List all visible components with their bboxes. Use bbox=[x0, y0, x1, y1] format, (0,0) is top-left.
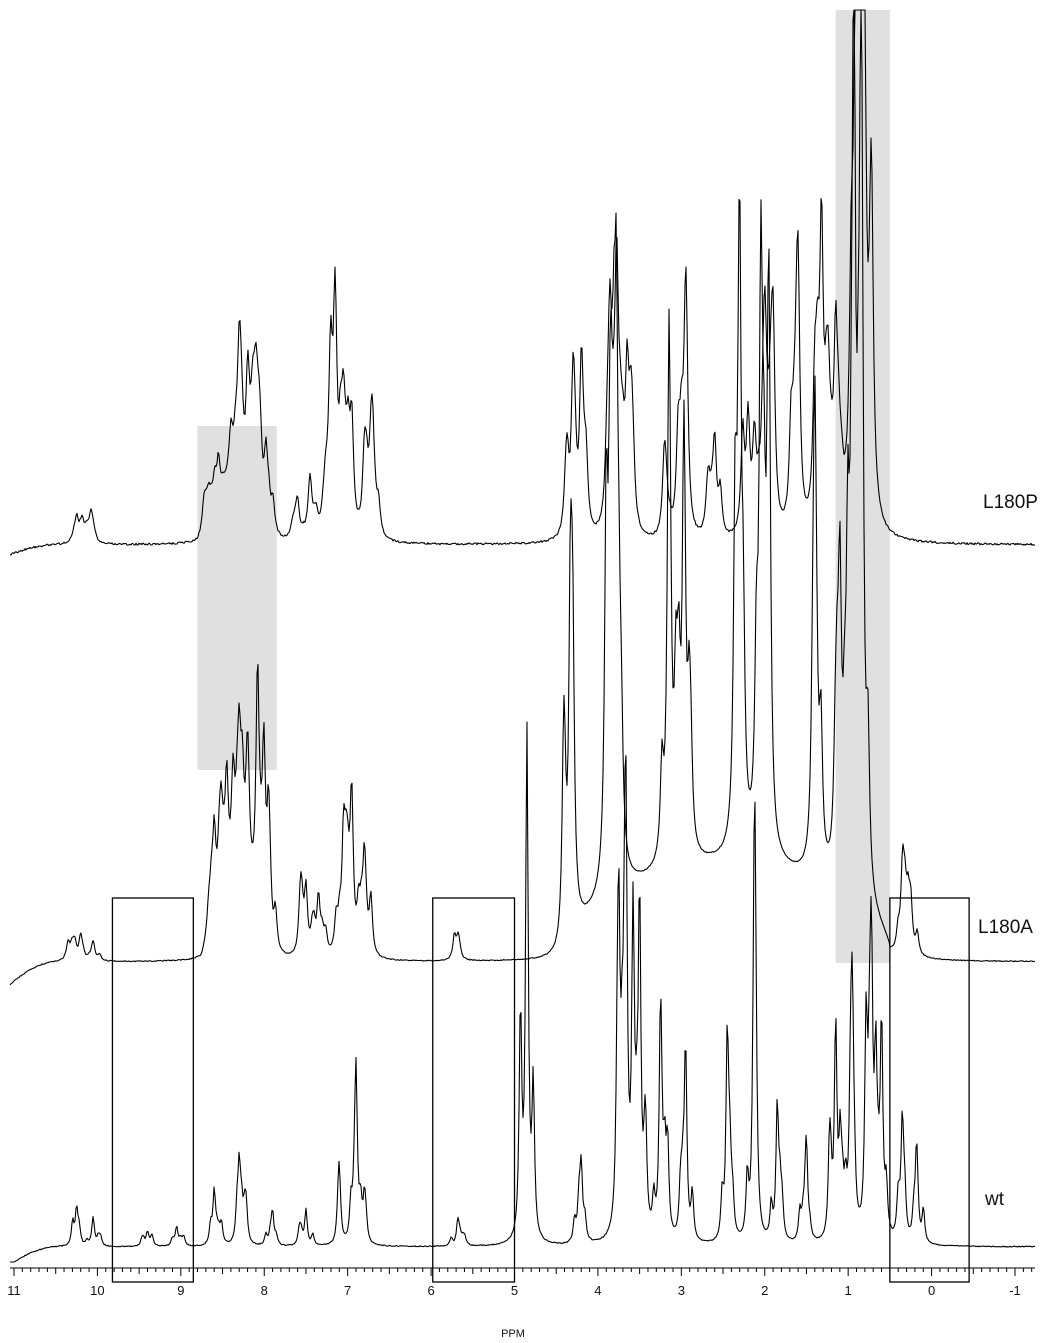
trace-label-l180a: L180A bbox=[978, 917, 1033, 938]
boxed-region-3 bbox=[889, 897, 970, 1283]
x-axis-title: PPM bbox=[501, 1328, 525, 1340]
tick-label: 9 bbox=[177, 1283, 184, 1298]
tick-label: 8 bbox=[261, 1283, 268, 1298]
x-axis-ticks bbox=[13, 1268, 1033, 1276]
shaded-regions bbox=[197, 10, 890, 963]
spectrum-traces bbox=[9, 9, 1036, 1263]
x-axis-tick-labels: 11 10 9 8 7 6 5 4 3 2 1 0 -1 bbox=[7, 1283, 1021, 1298]
trace-label-wt: wt bbox=[984, 1189, 1005, 1210]
tick-label: 3 bbox=[678, 1283, 685, 1298]
tick-label: -1 bbox=[1009, 1283, 1021, 1298]
tick-label: 7 bbox=[344, 1283, 351, 1298]
spectrum-trace-wt bbox=[10, 721, 1036, 1263]
spectrum-trace-l180p bbox=[9, 9, 1036, 556]
tick-label: 6 bbox=[427, 1283, 434, 1298]
tick-label: 0 bbox=[928, 1283, 935, 1298]
tick-label: 10 bbox=[90, 1283, 104, 1298]
boxed-regions bbox=[111, 897, 970, 1283]
tick-label: 4 bbox=[594, 1283, 601, 1298]
tick-label: 1 bbox=[845, 1283, 852, 1298]
boxed-region-2 bbox=[432, 897, 516, 1283]
tick-label: 2 bbox=[761, 1283, 768, 1298]
shaded-region-1 bbox=[197, 426, 277, 770]
tick-label: 11 bbox=[7, 1283, 21, 1298]
boxed-region-1 bbox=[111, 897, 194, 1283]
ppm-axis: 11 10 9 8 7 6 5 4 3 2 1 0 -1 PPM bbox=[7, 1267, 1035, 1340]
spectrum-trace-l180a bbox=[9, 9, 1036, 986]
trace-labels: L180P L180A wt bbox=[978, 492, 1038, 1210]
trace-label-l180p: L180P bbox=[983, 492, 1038, 513]
tick-label: 5 bbox=[511, 1283, 518, 1298]
